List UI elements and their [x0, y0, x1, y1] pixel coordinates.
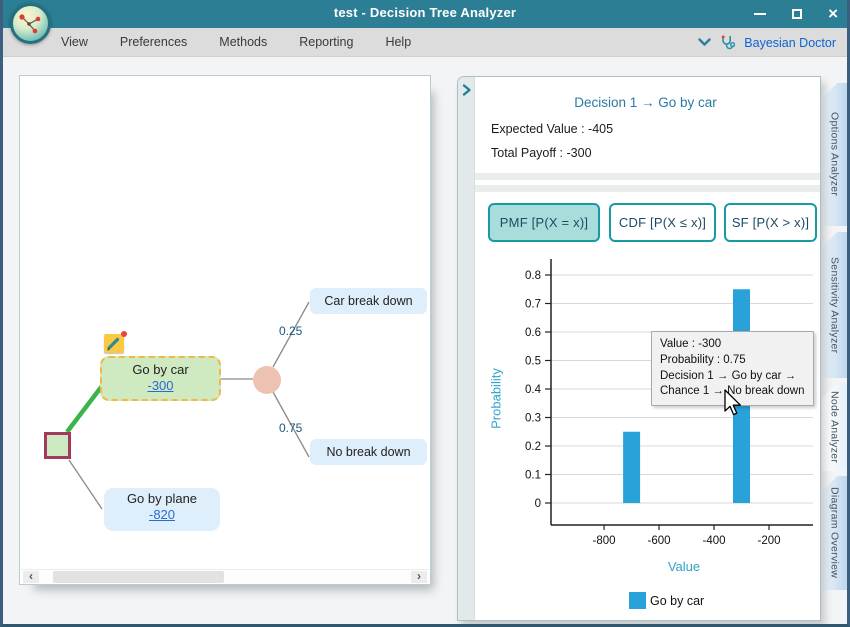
horizontal-scrollbar[interactable]: ‹ ›	[21, 569, 429, 583]
node-go-by-plane[interactable]: Go by plane -820	[104, 488, 220, 531]
panel-title: Decision 1 → Go by car	[475, 95, 816, 110]
panel-collapse-strip[interactable]	[458, 77, 475, 620]
app-window: test - Decision Tree Analyzer × View Pre…	[0, 0, 850, 627]
node-no-break-down[interactable]: No break down	[310, 439, 427, 465]
menu-help[interactable]: Help	[385, 35, 411, 49]
window-title: test - Decision Tree Analyzer	[0, 5, 850, 20]
note-alert-dot	[121, 331, 127, 337]
node-go-by-plane-label: Go by plane	[104, 491, 220, 506]
x-tick-label--200: -200	[757, 535, 780, 547]
content-area: Go by car -300 0.25 0.75 Car break down …	[3, 57, 847, 624]
menu-bar: View Preferences Methods Reporting Help …	[0, 28, 850, 57]
probability-label-car-break-down: 0.25	[279, 324, 302, 338]
probability-label-no-break-down: 0.75	[279, 421, 302, 435]
pencil-icon	[104, 334, 124, 353]
sf-button[interactable]: SF [P(X > x)]	[724, 203, 817, 242]
node-car-break-down-label: Car break down	[324, 294, 412, 308]
mouse-cursor	[723, 389, 745, 419]
x-axis-title: Value	[554, 559, 814, 574]
note-icon[interactable]	[104, 334, 124, 353]
diagram-canvas[interactable]: Go by car -300 0.25 0.75 Car break down …	[19, 75, 431, 585]
title-bar: test - Decision Tree Analyzer ×	[0, 0, 850, 28]
total-payoff-text: Total Payoff : -300	[491, 146, 592, 160]
bar-x-700[interactable]	[623, 432, 640, 503]
y-tick-label-0.8: 0.8	[525, 270, 541, 282]
y-tick-label-0.2: 0.2	[525, 441, 541, 453]
node-analyzer-panel: Decision 1 → Go by car Expected Value : …	[457, 76, 821, 621]
x-tick-label--800: -800	[593, 535, 616, 547]
scroll-right-arrow[interactable]: ›	[411, 571, 427, 583]
scroll-left-arrow[interactable]: ‹	[23, 571, 39, 583]
legend-swatch	[629, 592, 646, 609]
panel-splitter-grip[interactable]	[475, 185, 820, 192]
chevron-right-icon[interactable]	[461, 83, 473, 97]
expected-value-text: Expected Value : -405	[491, 122, 613, 136]
x-tick-label--600: -600	[648, 535, 671, 547]
menu-view[interactable]: View	[61, 35, 88, 49]
x-tick-label--400: -400	[703, 535, 726, 547]
chance-node[interactable]	[253, 366, 281, 394]
menu-preferences[interactable]: Preferences	[120, 35, 187, 49]
y-tick-label-0.3: 0.3	[525, 413, 541, 425]
tab-diagram-overview[interactable]: Diagram Overview	[822, 476, 847, 590]
panel-splitter[interactable]	[475, 173, 820, 180]
cdf-button[interactable]: CDF [P(X ≤ x)]	[609, 203, 716, 242]
node-go-by-car-payoff-link[interactable]: -300	[147, 378, 173, 393]
y-tick-label-0.6: 0.6	[525, 327, 541, 339]
y-axis-title: Probability	[489, 299, 504, 499]
y-tick-label-0: 0	[535, 498, 541, 510]
chart-legend: Go by car	[629, 592, 704, 609]
tab-options-analyzer[interactable]: Options Analyzer	[822, 83, 847, 226]
y-tick-label-0.5: 0.5	[525, 356, 541, 368]
tab-sensitivity-analyzer[interactable]: Sensitivity Analyzer	[822, 232, 847, 378]
node-no-break-down-label: No break down	[326, 445, 410, 459]
node-go-by-car[interactable]: Go by car -300	[100, 356, 221, 401]
node-go-by-plane-payoff-link[interactable]: -820	[149, 507, 175, 522]
menu-reporting[interactable]: Reporting	[299, 35, 353, 49]
minimize-button[interactable]	[754, 13, 766, 15]
scrollbar-thumb[interactable]	[53, 571, 224, 583]
tooltip-path-line-1: Decision 1 → Go by car →	[660, 369, 805, 385]
y-tick-label-0.7: 0.7	[525, 299, 541, 311]
y-tick-label-0.4: 0.4	[525, 384, 542, 396]
close-button[interactable]: ×	[828, 5, 838, 22]
menu-methods[interactable]: Methods	[219, 35, 267, 49]
decision-node[interactable]	[44, 432, 71, 459]
app-logo-icon	[10, 3, 51, 44]
logo-graph-icon	[13, 6, 48, 41]
legend-label: Go by car	[650, 594, 704, 608]
node-car-break-down[interactable]: Car break down	[310, 288, 427, 314]
y-tick-label-0.1: 0.1	[525, 470, 541, 482]
tab-node-analyzer[interactable]: Node Analyzer	[822, 383, 847, 471]
maximize-button[interactable]	[792, 9, 802, 19]
tooltip-value-line: Value : -300	[660, 337, 805, 353]
pmf-button[interactable]: PMF [P(X = x)]	[488, 203, 600, 242]
bayesian-doctor-link[interactable]: Bayesian Doctor	[744, 36, 836, 50]
tooltip-probability-line: Probability : 0.75	[660, 353, 805, 369]
tree-edges	[20, 76, 430, 570]
edge-to-plane	[69, 460, 102, 509]
chevron-down-icon[interactable]	[698, 38, 711, 47]
stethoscope-icon	[720, 35, 735, 50]
node-go-by-car-label: Go by car	[102, 362, 219, 377]
